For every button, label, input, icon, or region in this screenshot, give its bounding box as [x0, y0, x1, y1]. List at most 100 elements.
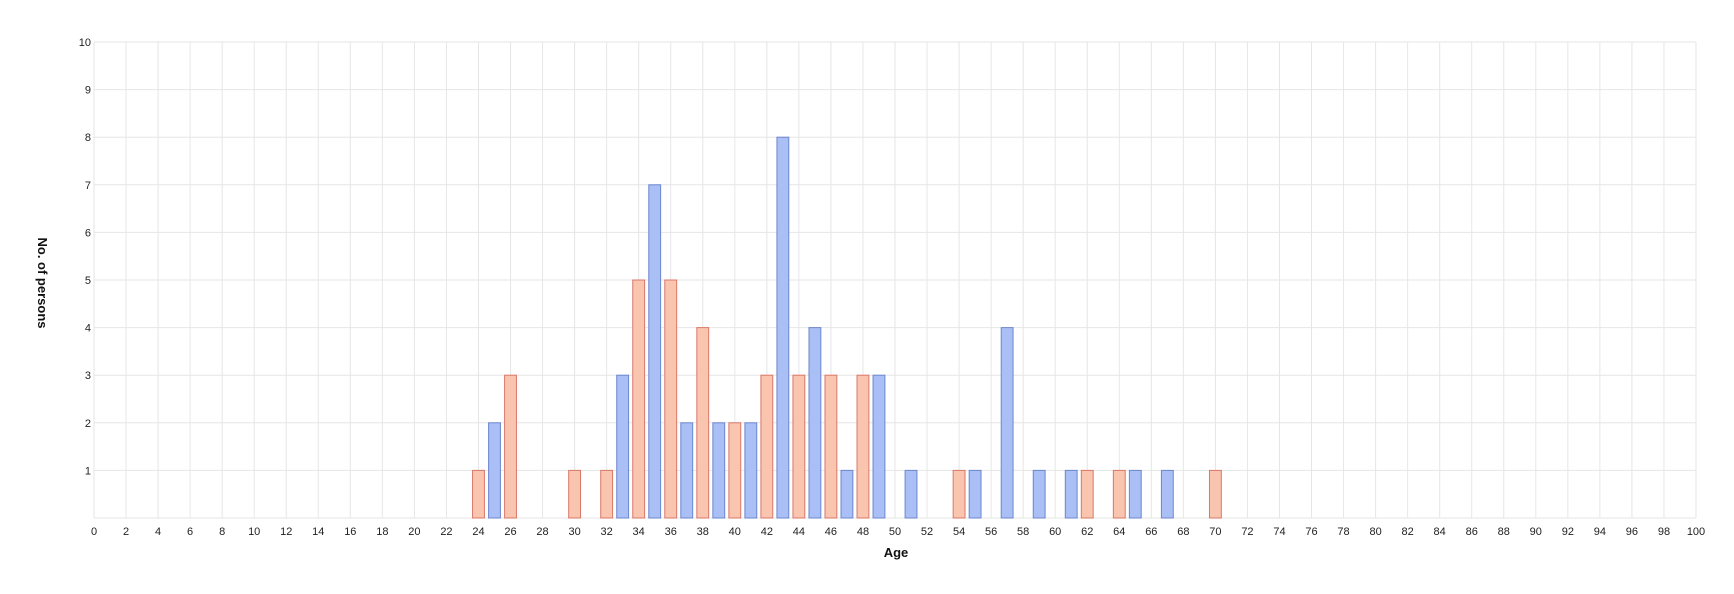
x-tick-label: 56	[985, 526, 997, 538]
bar-series-2	[1208, 469, 1222, 519]
bar-series-2	[568, 469, 582, 519]
x-tick-label: 0	[91, 526, 97, 538]
x-tick-label: 40	[729, 526, 741, 538]
x-tick-label: 20	[408, 526, 420, 538]
x-tick-label: 46	[825, 526, 837, 538]
y-tick-label: 1	[85, 465, 91, 477]
bar-series-1	[1000, 327, 1014, 519]
x-axis-title: Age	[884, 545, 909, 560]
bar-series-1	[776, 136, 790, 519]
x-tick-label: 50	[889, 526, 901, 538]
x-tick-label: 26	[504, 526, 516, 538]
bar-series-1	[712, 422, 726, 519]
x-tick-label: 34	[633, 526, 645, 538]
bar-series-2	[1112, 469, 1126, 519]
bar-series-1	[680, 422, 694, 519]
bar-series-1	[840, 469, 854, 519]
y-tick-label: 4	[85, 323, 91, 335]
bar-series-1	[648, 184, 662, 519]
x-tick-label: 96	[1626, 526, 1638, 538]
grid	[93, 41, 1697, 519]
y-tick-label: 3	[85, 370, 91, 382]
bar-series-2	[1080, 469, 1094, 519]
bar-series-2	[856, 374, 870, 519]
x-tick-label: 10	[248, 526, 260, 538]
x-tick-label: 14	[312, 526, 324, 538]
x-tick-label: 32	[601, 526, 613, 538]
x-tick-label: 70	[1209, 526, 1221, 538]
x-tick-label: 28	[536, 526, 548, 538]
x-tick-label: 38	[697, 526, 709, 538]
x-tick-label: 60	[1049, 526, 1061, 538]
x-tick-label: 94	[1594, 526, 1606, 538]
y-tick-label: 8	[85, 132, 91, 144]
x-tick-label: 48	[857, 526, 869, 538]
x-tick-label: 22	[440, 526, 452, 538]
bar-series-2	[632, 279, 646, 519]
x-tick-label: 52	[921, 526, 933, 538]
x-tick-label: 88	[1498, 526, 1510, 538]
x-tick-label: 68	[1177, 526, 1189, 538]
bar-series-1	[1064, 469, 1078, 519]
bar-series-1	[488, 422, 501, 519]
bar-series-2	[504, 374, 517, 519]
x-tick-label: 44	[793, 526, 805, 538]
x-tick-label: 2	[123, 526, 129, 538]
bar-series-2	[824, 374, 838, 519]
bar-series-1	[808, 327, 822, 519]
bar-series-2	[728, 422, 742, 519]
x-tick-label: 8	[219, 526, 225, 538]
bar-series-1	[904, 469, 918, 519]
x-tick-label: 80	[1369, 526, 1381, 538]
bar-series-1	[744, 422, 758, 519]
x-tick-label: 74	[1273, 526, 1285, 538]
bar-series-2	[792, 374, 806, 519]
y-tick-label: 10	[79, 37, 91, 49]
x-tick-label: 62	[1081, 526, 1093, 538]
bar-series-2	[664, 279, 678, 519]
x-tick-label: 100	[1687, 526, 1705, 538]
y-tick-label: 5	[85, 275, 91, 287]
bar-series-1	[968, 469, 982, 519]
x-tick-label: 18	[376, 526, 388, 538]
x-axis-tick-labels: 0 2 4 6 8 10 12 14 16 18 20 22 24 26 28 30 32 34 36 38 40 42 4…	[91, 526, 1705, 538]
x-tick-label: 54	[953, 526, 965, 538]
x-tick-label: 66	[1145, 526, 1157, 538]
y-tick-label: 7	[85, 180, 91, 192]
bar-series-2	[760, 374, 774, 519]
y-axis-tick-labels: 1 2 3 4 5 6 7 8 9 10	[79, 37, 91, 477]
x-tick-label: 4	[155, 526, 161, 538]
bar-series-2	[696, 327, 710, 519]
x-tick-label: 72	[1241, 526, 1253, 538]
x-tick-label: 86	[1466, 526, 1478, 538]
y-tick-label: 9	[85, 85, 91, 97]
x-tick-label: 30	[568, 526, 580, 538]
x-tick-label: 36	[665, 526, 677, 538]
x-tick-label: 16	[344, 526, 356, 538]
bar-series-1	[872, 374, 886, 519]
x-tick-label: 82	[1402, 526, 1414, 538]
x-tick-label: 58	[1017, 526, 1029, 538]
bar-series-2	[952, 469, 966, 519]
x-tick-label: 76	[1305, 526, 1317, 538]
bar-series-1	[1128, 469, 1142, 519]
x-tick-label: 12	[280, 526, 292, 538]
bar-series-1	[616, 374, 630, 519]
x-tick-label: 24	[472, 526, 484, 538]
y-tick-label: 6	[85, 227, 91, 239]
x-tick-label: 92	[1562, 526, 1574, 538]
bar-series-1	[1032, 469, 1046, 519]
x-tick-label: 42	[761, 526, 773, 538]
bars	[472, 136, 1222, 519]
x-tick-label: 98	[1658, 526, 1670, 538]
bar-series-2	[600, 469, 614, 519]
y-axis-title: No. of persons	[35, 237, 50, 328]
x-tick-label: 6	[187, 526, 193, 538]
y-tick-label: 2	[85, 418, 91, 430]
bar-series-1	[1160, 469, 1174, 519]
x-tick-label: 84	[1434, 526, 1446, 538]
x-tick-label: 78	[1337, 526, 1349, 538]
x-tick-label: 90	[1530, 526, 1542, 538]
bar-series-2	[472, 469, 485, 519]
